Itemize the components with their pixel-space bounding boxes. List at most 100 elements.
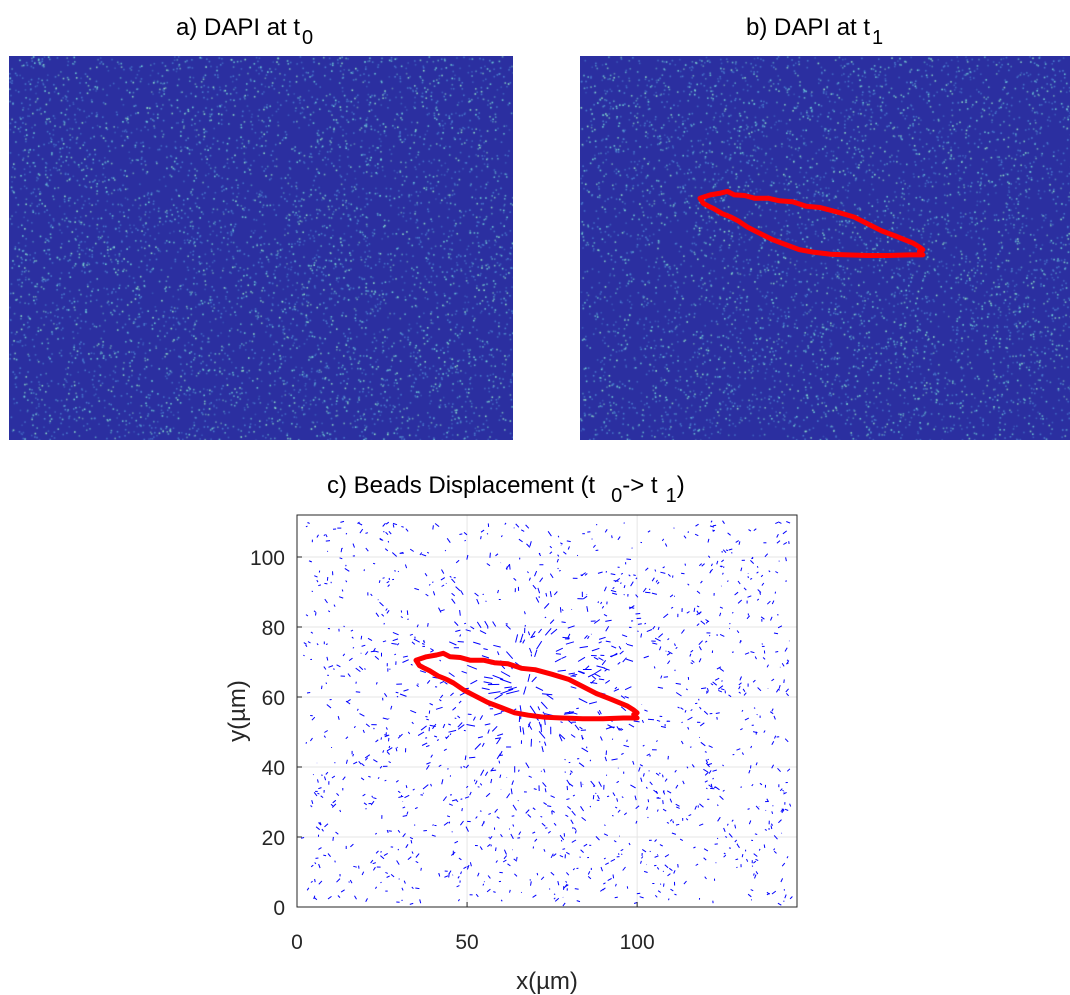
- displacement-vector: [606, 795, 610, 798]
- displacement-vector: [547, 805, 552, 807]
- displacement-vector: [432, 591, 436, 596]
- displacement-vector: [405, 785, 408, 789]
- displacement-vector: [496, 753, 501, 760]
- displacement-vector: [578, 762, 585, 768]
- displacement-vector: [527, 631, 531, 636]
- displacement-vector: [519, 633, 524, 643]
- displacement-vector: [617, 536, 621, 541]
- displacement-vector: [741, 752, 744, 755]
- displacement-vector: [368, 775, 371, 778]
- displacement-vector: [372, 862, 376, 865]
- displacement-vector: [623, 593, 625, 596]
- displacement-vector: [561, 655, 567, 660]
- cell-outline-plot: [413, 650, 640, 722]
- displacement-vector: [325, 540, 331, 542]
- displacement-vector: [576, 707, 579, 710]
- displacement-vector: [459, 634, 462, 637]
- displacement-vector: [479, 715, 484, 721]
- displacement-vector: [378, 580, 381, 584]
- displacement-vector: [753, 853, 758, 857]
- displacement-vector: [613, 580, 619, 582]
- displacement-vector: [771, 600, 775, 605]
- displacement-vector: [391, 552, 398, 557]
- displacement-vector: [566, 851, 570, 855]
- displacement-vector: [407, 731, 411, 735]
- displacement-vector: [470, 626, 475, 630]
- displacement-vector: [766, 892, 770, 896]
- displacement-vector: [390, 705, 393, 710]
- displacement-vector: [544, 616, 547, 619]
- displacement-vector: [507, 863, 511, 867]
- displacement-vector: [593, 673, 601, 678]
- displacement-vector: [649, 850, 651, 853]
- displacement-vector: [345, 736, 349, 740]
- displacement-vector: [719, 612, 722, 617]
- displacement-vector: [554, 658, 562, 663]
- displacement-vector: [351, 636, 354, 639]
- displacement-vector: [778, 688, 780, 691]
- displacement-vector: [686, 611, 690, 614]
- displacement-vector: [565, 880, 568, 883]
- displacement-vector: [778, 684, 781, 689]
- displacement-vector: [385, 871, 388, 874]
- displacement-vector: [392, 631, 399, 636]
- displacement-vector: [603, 613, 608, 617]
- displacement-vector: [741, 709, 744, 712]
- displacement-vector: [587, 635, 590, 640]
- displacement-vector: [784, 894, 787, 899]
- displacement-vector: [523, 686, 527, 695]
- displacement-vector: [589, 759, 592, 762]
- displacement-vector: [604, 669, 608, 672]
- displacement-vector: [448, 672, 455, 678]
- displacement-vector: [695, 523, 699, 527]
- displacement-vector: [620, 727, 624, 731]
- displacement-vector: [635, 577, 638, 580]
- displacement-vector: [737, 580, 741, 585]
- displacement-vector: [468, 756, 476, 759]
- displacement-vector: [353, 761, 358, 765]
- displacement-vector: [556, 558, 559, 563]
- displacement-vector: [516, 856, 518, 860]
- displacement-vector: [425, 593, 429, 597]
- displacement-vector: [411, 886, 414, 890]
- displacement-vector: [763, 844, 766, 848]
- displacement-vector: [628, 842, 631, 846]
- displacement-vector: [430, 783, 432, 787]
- displacement-vector: [677, 706, 680, 709]
- displacement-vector: [336, 664, 341, 668]
- displacement-vector: [399, 693, 407, 697]
- displacement-vector: [777, 625, 783, 629]
- displacement-vector: [600, 866, 603, 872]
- displacement-vector: [783, 679, 785, 683]
- displacement-vector: [528, 577, 531, 581]
- displacement-vector: [602, 887, 606, 891]
- displacement-vector: [567, 546, 570, 550]
- displacement-vector: [352, 753, 355, 757]
- x-tick-label: 50: [455, 931, 478, 954]
- displacement-vector: [386, 829, 389, 833]
- displacement-vector: [348, 657, 353, 662]
- displacement-vector: [430, 648, 434, 651]
- displacement-vector: [667, 660, 671, 665]
- displacement-vector: [653, 789, 659, 794]
- displacement-vector: [748, 769, 751, 774]
- displacement-vector: [612, 587, 615, 590]
- displacement-vector: [466, 554, 469, 560]
- displacement-vector: [649, 781, 653, 786]
- displacement-vector: [429, 702, 434, 706]
- displacement-vector: [420, 725, 427, 731]
- displacement-vector: [651, 592, 658, 595]
- displacement-vector: [771, 708, 774, 712]
- displacement-vector: [566, 872, 570, 876]
- displacement-vector: [741, 853, 744, 858]
- displacement-vector: [480, 536, 482, 540]
- displacement-vector: [761, 643, 764, 645]
- displacement-vector: [327, 895, 332, 900]
- displacement-vector: [400, 616, 403, 619]
- displacement-vector: [357, 522, 363, 526]
- displacement-vector: [374, 832, 378, 835]
- displacement-vector: [447, 768, 449, 770]
- displacement-vector: [327, 610, 331, 613]
- displacement-vector: [325, 682, 327, 685]
